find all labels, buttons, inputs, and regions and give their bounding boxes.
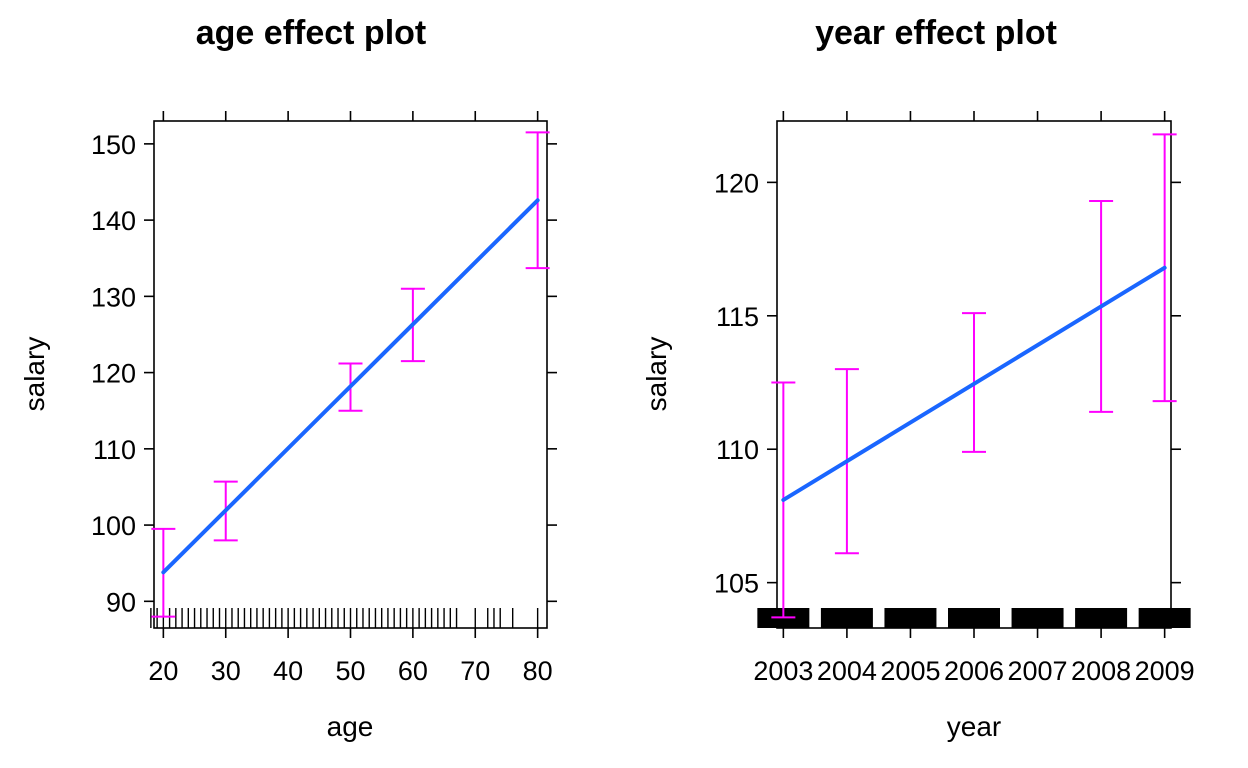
age-x-tick-label: 60 (398, 656, 428, 686)
age-y-tick-label: 120 (91, 359, 136, 389)
age-chart-title: age effect plot (196, 14, 426, 52)
age-fit-line (161, 198, 540, 575)
year-confidence-bars (771, 133, 1177, 619)
year-x-tick-label: 2003 (753, 656, 813, 686)
year-effect-panel: year effect plot year salary 2003 2004 200… (641, 14, 1195, 742)
year-rug-block (820, 608, 873, 628)
year-fit-layer (781, 265, 1167, 502)
year-x-tick-label: 2006 (944, 656, 1004, 686)
age-rug (150, 608, 539, 628)
age-x-tick-label: 30 (211, 656, 241, 686)
age-y-axis-label: salary (19, 337, 50, 412)
year-rug-block (884, 608, 937, 628)
year-y-tick-label: 105 (714, 569, 759, 599)
age-x-tick-label: 50 (335, 656, 365, 686)
year-fit-line (781, 265, 1167, 502)
year-x-tick-label: 2007 (1008, 656, 1068, 686)
year-y-tick-label: 110 (716, 435, 759, 465)
year-x-tick-label: 2009 (1135, 656, 1195, 686)
age-x-tick-label: 40 (273, 656, 303, 686)
age-y-tick-label: 100 (91, 511, 136, 541)
year-rug-block (1138, 608, 1191, 628)
year-y-tick-label: 120 (714, 168, 759, 198)
year-rug-block (1011, 608, 1064, 628)
age-effect-panel: age effect plot age salary 20 30 40 50 60 70 8… (19, 14, 557, 742)
year-rug (757, 608, 1191, 628)
age-axis-ticks: 20 30 40 50 60 70 80 90 100 110 120 130 140 150 (91, 111, 557, 686)
age-x-tick-label: 70 (460, 656, 490, 686)
year-chart-title: year effect plot (815, 14, 1057, 52)
age-x-axis-label: age (327, 711, 374, 742)
age-y-tick-label: 130 (91, 282, 136, 312)
year-rug-block (948, 608, 1000, 628)
year-x-axis-label: year (947, 711, 1001, 742)
age-y-tick-label: 110 (93, 435, 136, 465)
year-rug-block (1075, 608, 1128, 628)
year-x-tick-label: 2008 (1071, 656, 1131, 686)
year-y-tick-label: 115 (716, 302, 759, 332)
age-y-tick-label: 150 (91, 130, 136, 160)
age-fit-layer (161, 198, 540, 575)
age-y-tick-label: 90 (106, 587, 136, 617)
year-x-tick-label: 2005 (880, 656, 940, 686)
age-x-tick-label: 20 (148, 656, 178, 686)
age-x-tick-label: 80 (523, 656, 553, 686)
year-x-tick-label: 2004 (817, 656, 877, 686)
year-axis-ticks: 2003 2004 2005 2006 2007 2008 2009 105 110 115 120 (714, 111, 1195, 686)
age-confidence-bars (151, 131, 550, 618)
year-y-axis-label: salary (641, 337, 672, 412)
age-y-tick-label: 140 (91, 206, 136, 236)
